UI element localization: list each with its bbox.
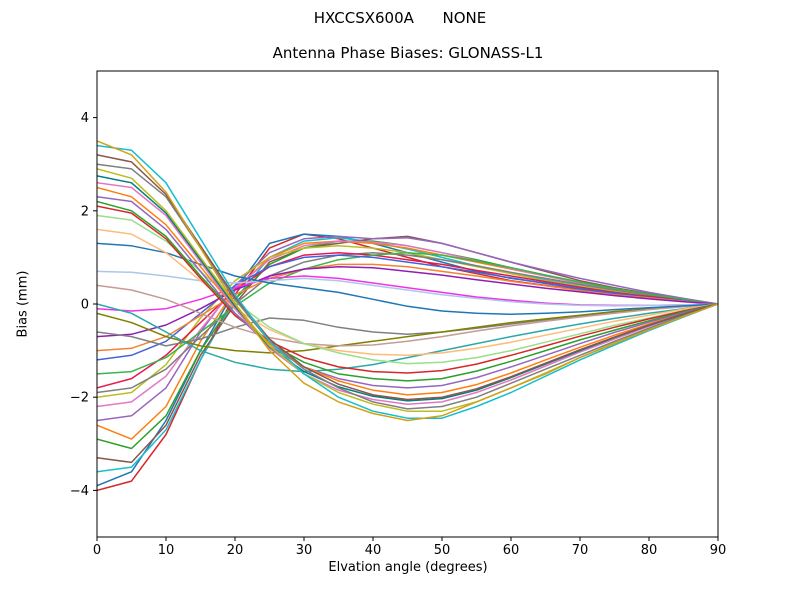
series-line-sat-16 — [97, 303, 718, 347]
series-line-sat-14 — [97, 263, 718, 352]
series-line-sat-23 — [97, 228, 718, 357]
series-line-sat-25 — [97, 205, 718, 374]
axes-frame — [96, 70, 719, 538]
x-tick-label: 30 — [296, 543, 313, 558]
series-line-sat-28 — [97, 186, 718, 396]
figure-suptitle: HXCCSX600A NONE — [313, 9, 487, 27]
series-line-sat-10 — [97, 251, 718, 394]
series-line-sat-11 — [97, 251, 718, 389]
x-tick-label: 0 — [93, 543, 101, 558]
series-line-sat-19 — [97, 303, 718, 373]
x-tick-label: 50 — [434, 543, 451, 558]
x-tick-label: 70 — [572, 543, 589, 558]
series-line-sat-04 — [97, 235, 718, 464]
x-tick-label: 60 — [503, 543, 520, 558]
series-line-sat-12 — [97, 251, 718, 375]
x-tick-label: 20 — [227, 543, 244, 558]
series-line-sat-27 — [97, 196, 718, 389]
y-tick-label: 0 — [81, 298, 89, 313]
series-line-sat-33 — [97, 154, 718, 401]
y-tick-label: −4 — [70, 484, 89, 499]
series-line-sat-20 — [97, 284, 718, 347]
series-line-sat-15 — [97, 265, 718, 338]
series-line-sat-26 — [97, 200, 718, 382]
y-tick-label: −2 — [70, 391, 89, 406]
x-tick-label: 10 — [158, 543, 175, 558]
x-axis-label: Elvation angle (degrees) — [328, 560, 488, 575]
x-tick-label: 90 — [710, 543, 727, 558]
series-line-sat-22 — [97, 242, 718, 316]
series-line-sat-35 — [97, 140, 718, 422]
x-tick-label: 40 — [365, 543, 382, 558]
axes-title: Antenna Phase Biases: GLONASS-L1 — [272, 44, 544, 62]
y-axis-label: Bias (mm) — [15, 270, 31, 338]
series-line-sat-29 — [97, 182, 718, 405]
x-tick-label: 80 — [641, 543, 658, 558]
series-line-sat-21 — [97, 270, 718, 307]
series-line-sat-17 — [97, 303, 718, 354]
series-line-sat-31 — [97, 168, 718, 412]
y-tick-label: 4 — [81, 111, 89, 126]
series-lines — [97, 140, 718, 492]
y-tick-label: 2 — [81, 204, 89, 219]
series-line-sat-34 — [97, 144, 718, 419]
